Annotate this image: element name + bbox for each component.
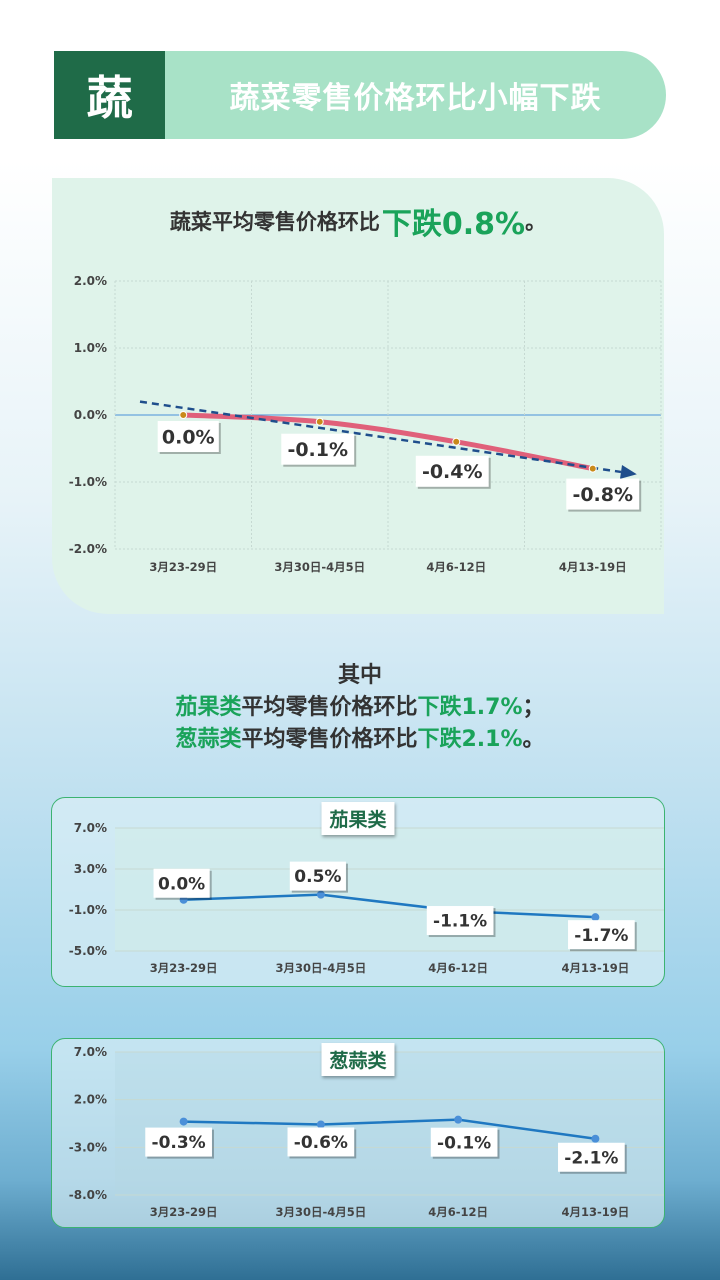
solanaceous-line-chart: 7.0% 3.0% -1.0% -5.0% 3月23-29日 3月30日-4月5日 4月6-… (69, 821, 664, 975)
y-tick-label: 3.0% (74, 862, 107, 876)
data-point (315, 417, 324, 426)
y-tick-label: -3.0% (69, 1140, 107, 1154)
y-tick-label: -1.0% (69, 903, 107, 917)
y-tick-label: 2.0% (74, 274, 107, 288)
chart-card-solanaceous: 7.0% 3.0% -1.0% -5.0% 3月23-29日 3月30日-4月5日 4月6-… (51, 797, 665, 987)
y-tick-label: -8.0% (69, 1188, 107, 1202)
data-label-box (153, 868, 210, 898)
data-point (591, 1134, 600, 1143)
y-tick-label: -2.0% (69, 542, 107, 556)
main-chart-card: 蔬菜平均零售价格环比 下跌0.8%。 2.0% 1.0% 0.0% -1.0% -2.0%… (52, 178, 664, 614)
data-label-box (289, 861, 346, 891)
data-label: -0.6% (294, 1133, 348, 1153)
chart-title-allium: 葱蒜类 (321, 1043, 395, 1076)
line1-suffix: ； (522, 695, 545, 720)
data-label: -0.1% (437, 1133, 491, 1153)
data-label-box (157, 421, 219, 452)
y-tick-label: 2.0% (74, 1093, 107, 1107)
trendline (139, 400, 622, 474)
y-tick-label: 7.0% (74, 1045, 107, 1059)
data-point (454, 1115, 463, 1124)
main-summary-highlight: 下跌0.8% (381, 207, 526, 242)
x-tick-label: 4月6-12日 (428, 961, 488, 975)
data-point (591, 913, 600, 922)
data-label-box (558, 1142, 625, 1172)
x-tick-label: 4月13-19日 (561, 1205, 629, 1219)
y-tick-label: 0.0% (74, 408, 107, 422)
data-point (588, 464, 597, 473)
sub-summary-line2: 葱蒜类平均零售价格环比下跌2.1%。 (0, 724, 720, 756)
y-tick-label: -5.0% (69, 944, 107, 958)
series-line (182, 1118, 597, 1141)
data-label: -0.3% (152, 1133, 206, 1153)
data-label: 0.0% (162, 426, 215, 448)
data-label: 0.0% (158, 874, 205, 894)
sub-summary: 其中 茄果类平均零售价格环比下跌1.7%； 葱蒜类平均零售价格环比下跌2.1%。 (0, 660, 720, 756)
x-tick-label: 3月23-29日 (150, 1205, 218, 1219)
x-tick-label: 3月30日-4月5日 (275, 1205, 366, 1219)
x-tick-label: 3月30日-4月5日 (275, 961, 366, 975)
data-label: -0.1% (287, 439, 348, 461)
data-point (316, 1120, 325, 1129)
line2-category: 葱蒜类 (175, 727, 242, 752)
data-label: -2.1% (564, 1148, 618, 1168)
data-point (452, 437, 461, 446)
data-point (316, 890, 325, 899)
data-label: -1.7% (574, 926, 628, 946)
line2-middle: 平均零售价格环比 (241, 727, 418, 752)
line1-middle: 平均零售价格环比 (241, 695, 418, 720)
main-summary: 蔬菜平均零售价格环比 下跌0.8%。 (52, 178, 664, 264)
chart-card-allium: 7.0% 2.0% -3.0% -8.0% 3月23-29日 3月30日-4月5日 4月6-… (51, 1038, 665, 1228)
data-label-box (287, 1127, 355, 1157)
data-point (179, 411, 188, 419)
line1-category: 茄果类 (175, 695, 242, 720)
y-tick-label: -1.0% (69, 475, 107, 489)
x-tick-label: 4月13-19日 (559, 560, 627, 574)
series-line (182, 893, 597, 919)
header-badge: 蔬 (54, 51, 165, 139)
data-label: -0.8% (572, 484, 633, 506)
sub-summary-intro: 其中 (337, 663, 382, 688)
line1-highlight: 下跌1.7% (417, 695, 523, 720)
data-label: -0.4% (422, 461, 483, 483)
line2-suffix: 。 (522, 727, 545, 752)
data-label-box (281, 433, 355, 465)
x-tick-label: 3月23-29日 (149, 560, 217, 574)
main-summary-prefix: 蔬菜平均零售价格环比 (169, 210, 380, 234)
header-banner: 蔬 蔬菜零售价格环比小幅下跌 (54, 51, 666, 139)
x-tick-label: 3月30日-4月5日 (274, 560, 365, 574)
main-line-chart: 2.0% 1.0% 0.0% -1.0% -2.0% 3月23-29日 3月30日-4月5日… (69, 274, 662, 574)
header-title: 蔬菜零售价格环比小幅下跌 (229, 81, 602, 116)
main-summary-suffix: 。 (525, 210, 547, 234)
line2-highlight: 下跌2.1% (417, 727, 523, 752)
x-tick-label: 4月6-12日 (426, 560, 486, 574)
data-label: -1.1% (433, 912, 487, 932)
data-label-box (430, 1127, 498, 1157)
y-tick-label: 1.0% (74, 341, 107, 355)
data-label-box (415, 455, 489, 487)
data-label-box (568, 920, 635, 950)
sub-summary-line1: 茄果类平均零售价格环比下跌1.7%； (0, 692, 720, 724)
x-tick-label: 3月23-29日 (150, 961, 218, 975)
data-label: 0.5% (294, 867, 341, 887)
data-label-box (426, 906, 494, 936)
data-point (179, 1117, 188, 1126)
x-tick-label: 4月6-12日 (428, 1205, 488, 1219)
y-tick-label: 7.0% (74, 821, 107, 835)
trendline-arrowhead (619, 465, 637, 479)
data-label-box (145, 1127, 212, 1157)
x-tick-label: 4月13-19日 (561, 961, 629, 975)
data-label-box (566, 478, 640, 510)
chart-title-solanaceous: 茄果类 (321, 802, 395, 835)
series-line (180, 412, 596, 472)
